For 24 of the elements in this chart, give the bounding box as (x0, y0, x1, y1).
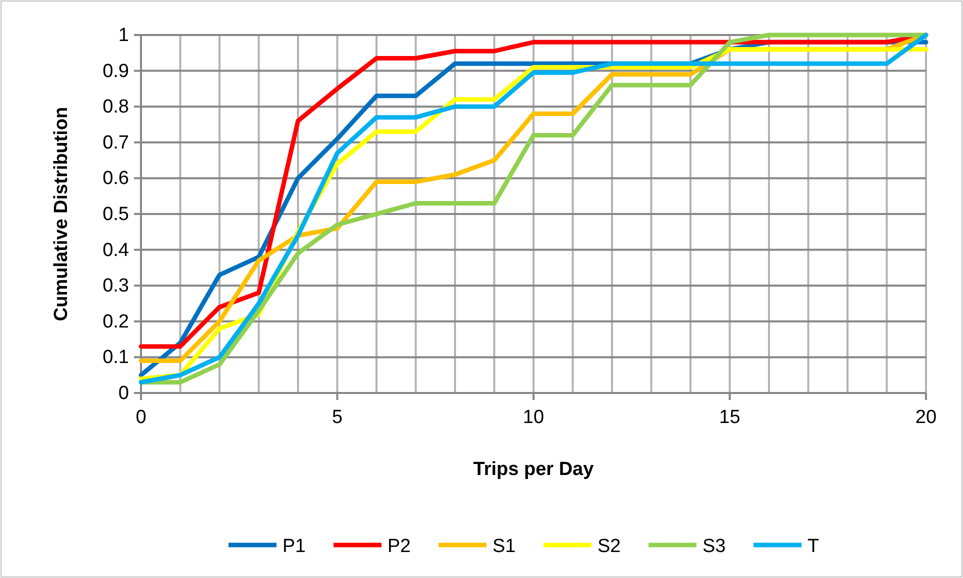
x-tick-label: 10 (522, 407, 544, 428)
y-tick-label: 0.7 (102, 132, 129, 154)
y-tick-label: 0.1 (102, 347, 129, 368)
y-tick-label: 0.4 (102, 240, 130, 261)
x-tick-label: 20 (915, 407, 937, 428)
y-tick-label: 0.6 (102, 168, 129, 190)
y-tick-label: 0.8 (102, 96, 129, 118)
legend-label: P2 (388, 536, 411, 557)
y-tick-label: 0.9 (102, 60, 129, 82)
legend-label: S2 (598, 536, 621, 557)
x-tick-label: 0 (136, 407, 146, 428)
y-tick-label: 0.5 (102, 204, 129, 225)
x-tick-label: 5 (332, 407, 343, 428)
legend-label: S3 (702, 536, 726, 557)
y-tick-label: 1 (118, 25, 129, 46)
x-axis-title: Trips per Day (473, 459, 594, 480)
y-tick-label: 0 (118, 383, 129, 404)
y-tick-label: 0.3 (102, 276, 129, 297)
x-tick-label: 15 (719, 407, 740, 428)
y-tick-label: 0.2 (102, 311, 129, 332)
y-axis-title: Cumulative Distribution (51, 106, 72, 322)
legend-label: T (808, 536, 820, 557)
legend-label: P1 (282, 536, 306, 557)
legend-label: S1 (492, 536, 516, 557)
